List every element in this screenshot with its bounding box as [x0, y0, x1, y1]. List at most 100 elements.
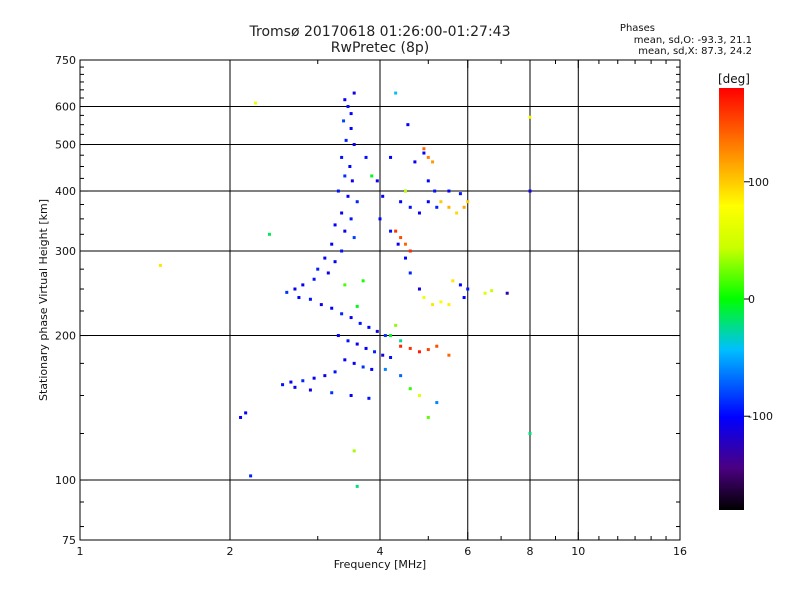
- y-tick-label: 300: [55, 245, 76, 258]
- data-point: [389, 355, 393, 359]
- colorbar-tick-label: 0: [748, 293, 755, 306]
- y-tick-label: 600: [55, 101, 76, 114]
- data-point: [408, 387, 412, 391]
- data-point: [435, 344, 439, 348]
- data-point: [417, 350, 421, 354]
- data-point: [378, 217, 382, 221]
- data-point: [528, 432, 532, 436]
- data-point: [343, 358, 347, 362]
- data-point: [312, 277, 316, 281]
- data-point: [399, 236, 403, 240]
- data-point: [340, 155, 344, 159]
- colorbar-tick-label: -100: [748, 410, 773, 423]
- data-point: [343, 229, 347, 233]
- data-point: [355, 484, 359, 488]
- data-point: [340, 312, 344, 316]
- x-tick-label: 2: [227, 545, 234, 558]
- data-point: [394, 91, 398, 95]
- y-tick-label: 750: [55, 54, 76, 67]
- stats-line-x: mean, sd,X: 87.3, 24.2: [638, 46, 752, 57]
- data-point: [403, 189, 407, 193]
- stats-title: Phases: [619, 23, 655, 34]
- data-point: [301, 283, 305, 287]
- data-point: [364, 346, 368, 350]
- data-point: [375, 179, 379, 183]
- data-point: [297, 296, 301, 300]
- data-point: [403, 242, 407, 246]
- data-point: [343, 98, 347, 102]
- data-point: [375, 329, 379, 333]
- data-point: [447, 303, 451, 307]
- x-tick-label: 10: [571, 545, 585, 558]
- y-tick-label: 500: [55, 139, 76, 152]
- data-point: [396, 242, 400, 246]
- data-point: [308, 297, 312, 301]
- data-point: [367, 325, 371, 329]
- data-point: [346, 339, 350, 343]
- data-point: [158, 263, 162, 267]
- data-point: [483, 291, 487, 295]
- data-point: [352, 361, 356, 365]
- data-point: [383, 367, 387, 371]
- data-point: [413, 160, 417, 164]
- data-point: [462, 296, 466, 300]
- colorbar-tick-label: 100: [748, 176, 769, 189]
- data-point: [447, 353, 451, 357]
- data-point: [394, 323, 398, 327]
- data-point: [381, 194, 385, 198]
- data-point: [352, 143, 356, 147]
- data-point: [417, 211, 421, 215]
- data-point: [343, 283, 347, 287]
- data-point: [355, 342, 359, 346]
- data-point: [417, 394, 421, 398]
- data-point: [417, 287, 421, 291]
- data-point: [370, 174, 374, 178]
- data-point: [361, 365, 365, 369]
- data-point: [253, 101, 257, 105]
- data-point: [505, 291, 509, 295]
- x-tick-label: 8: [527, 545, 534, 558]
- y-axis-label: Stationary phase Virtual Height [km]: [37, 199, 50, 401]
- data-point: [355, 304, 359, 308]
- data-point: [333, 260, 337, 264]
- data-point: [349, 112, 353, 116]
- data-point: [406, 123, 410, 127]
- data-point: [361, 279, 365, 283]
- axis-ticks: 1 2 4 6 8 10 16 75 100 200 300 400 500 600 750: [55, 54, 687, 558]
- data-point: [349, 316, 353, 320]
- data-point: [349, 126, 353, 130]
- data-point: [343, 174, 347, 178]
- data-point: [422, 296, 426, 300]
- y-tick-label: 200: [55, 330, 76, 343]
- data-point: [330, 242, 334, 246]
- colorbar-ticks: 100 0 -100: [744, 176, 773, 423]
- data-point: [389, 155, 393, 159]
- data-point: [389, 334, 393, 338]
- data-point: [422, 147, 426, 151]
- data-point: [336, 189, 340, 193]
- data-point: [289, 380, 293, 384]
- data-point: [312, 376, 316, 380]
- chart-title-line2: RwPretec (8p): [330, 40, 430, 56]
- data-point: [346, 194, 350, 198]
- data-point: [333, 370, 337, 374]
- data-point: [447, 205, 451, 209]
- data-point: [346, 105, 350, 109]
- data-point: [326, 271, 330, 275]
- data-point: [466, 200, 470, 204]
- data-point: [426, 200, 430, 204]
- data-point: [344, 138, 348, 142]
- data-point: [422, 151, 426, 155]
- data-point: [340, 249, 344, 253]
- data-point: [433, 189, 437, 193]
- data-point: [373, 350, 377, 354]
- data-point: [352, 91, 356, 95]
- data-point: [435, 205, 439, 209]
- data-point: [293, 287, 297, 291]
- data-point: [466, 287, 470, 291]
- data-point: [330, 306, 334, 310]
- colorbar-unit-label: [deg]: [718, 72, 750, 86]
- data-point: [490, 289, 494, 293]
- data-point: [293, 385, 297, 389]
